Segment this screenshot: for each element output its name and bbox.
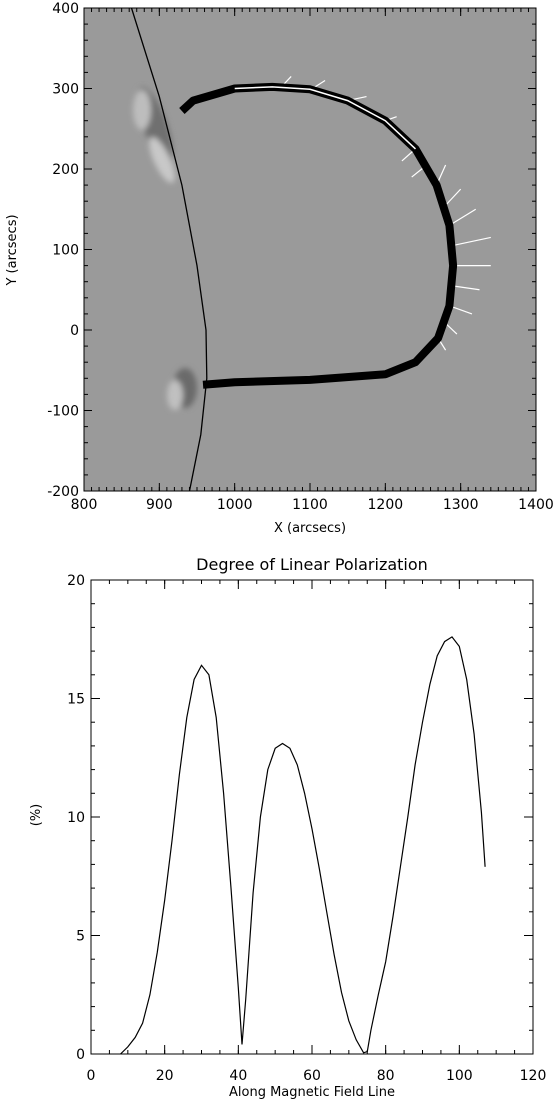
x-tick-label: 1100 xyxy=(292,497,328,513)
y-tick-label: 100 xyxy=(52,243,79,259)
x-axis-label: X (arcsecs) xyxy=(274,521,346,536)
y-axis-label-bottom: (%) xyxy=(29,804,44,827)
x-tick-label: 60 xyxy=(303,1068,321,1084)
polarization-vector xyxy=(451,285,480,291)
y-tick-label: 400 xyxy=(52,1,79,17)
series-line xyxy=(91,636,486,1054)
x-tick-label: 80 xyxy=(377,1068,395,1084)
x-tick-label: 20 xyxy=(156,1068,174,1084)
x-tick-label: 1000 xyxy=(217,497,253,513)
x-tick-label: 1200 xyxy=(368,497,404,513)
x-tick-label: 100 xyxy=(446,1068,473,1084)
x-tick-label: 120 xyxy=(520,1068,547,1084)
y-axis-label: Y (arcsecs) xyxy=(5,214,20,286)
x-tick-label: 900 xyxy=(146,497,173,513)
chart-title: Degree of Linear Polarization xyxy=(196,555,428,574)
magnetogram-features xyxy=(130,8,491,491)
x-axis-label-bottom: Along Magnetic Field Line xyxy=(229,1085,395,1100)
plot-frame-bottom xyxy=(90,579,534,1055)
polarization-panel: Degree of Linear Polarization 0 20 40 60 80 1… xyxy=(29,555,546,1100)
y-tick-label: 200 xyxy=(52,162,79,178)
x-tick-label: 0 xyxy=(87,1068,96,1084)
x-tick-label: 800 xyxy=(71,497,98,513)
field-line-highlight xyxy=(234,86,417,150)
axis-ticks-bottom: 0 20 40 60 80 100 120 0 5 10 15 20 xyxy=(67,573,546,1084)
magnetogram-panel: 800 900 1000 1100 1200 1300 1400 -200 -100 0 100 20… xyxy=(5,1,554,536)
y-tick-label: 15 xyxy=(67,692,85,708)
y-tick-label: -200 xyxy=(47,484,79,500)
y-tick-label: -100 xyxy=(47,404,79,420)
polarization-vector xyxy=(445,188,462,206)
polarization-vector xyxy=(453,236,491,247)
y-tick-label: 20 xyxy=(67,573,85,589)
x-tick-label: 1300 xyxy=(443,497,479,513)
axis-ticks-top: 800 900 1000 1100 1200 1300 1400 -200 -100 0 100 20… xyxy=(47,1,554,513)
x-tick-label: 1400 xyxy=(518,497,554,513)
y-tick-label: 0 xyxy=(76,1047,85,1063)
magnetogram-background xyxy=(84,8,536,491)
polarization-vector xyxy=(449,208,477,226)
solar-limb-curve xyxy=(130,8,208,491)
y-tick-label: 0 xyxy=(70,323,79,339)
y-tick-label: 5 xyxy=(76,929,85,945)
y-tick-label: 300 xyxy=(52,82,79,98)
y-tick-label: 10 xyxy=(67,810,85,826)
x-tick-label: 40 xyxy=(229,1068,247,1084)
